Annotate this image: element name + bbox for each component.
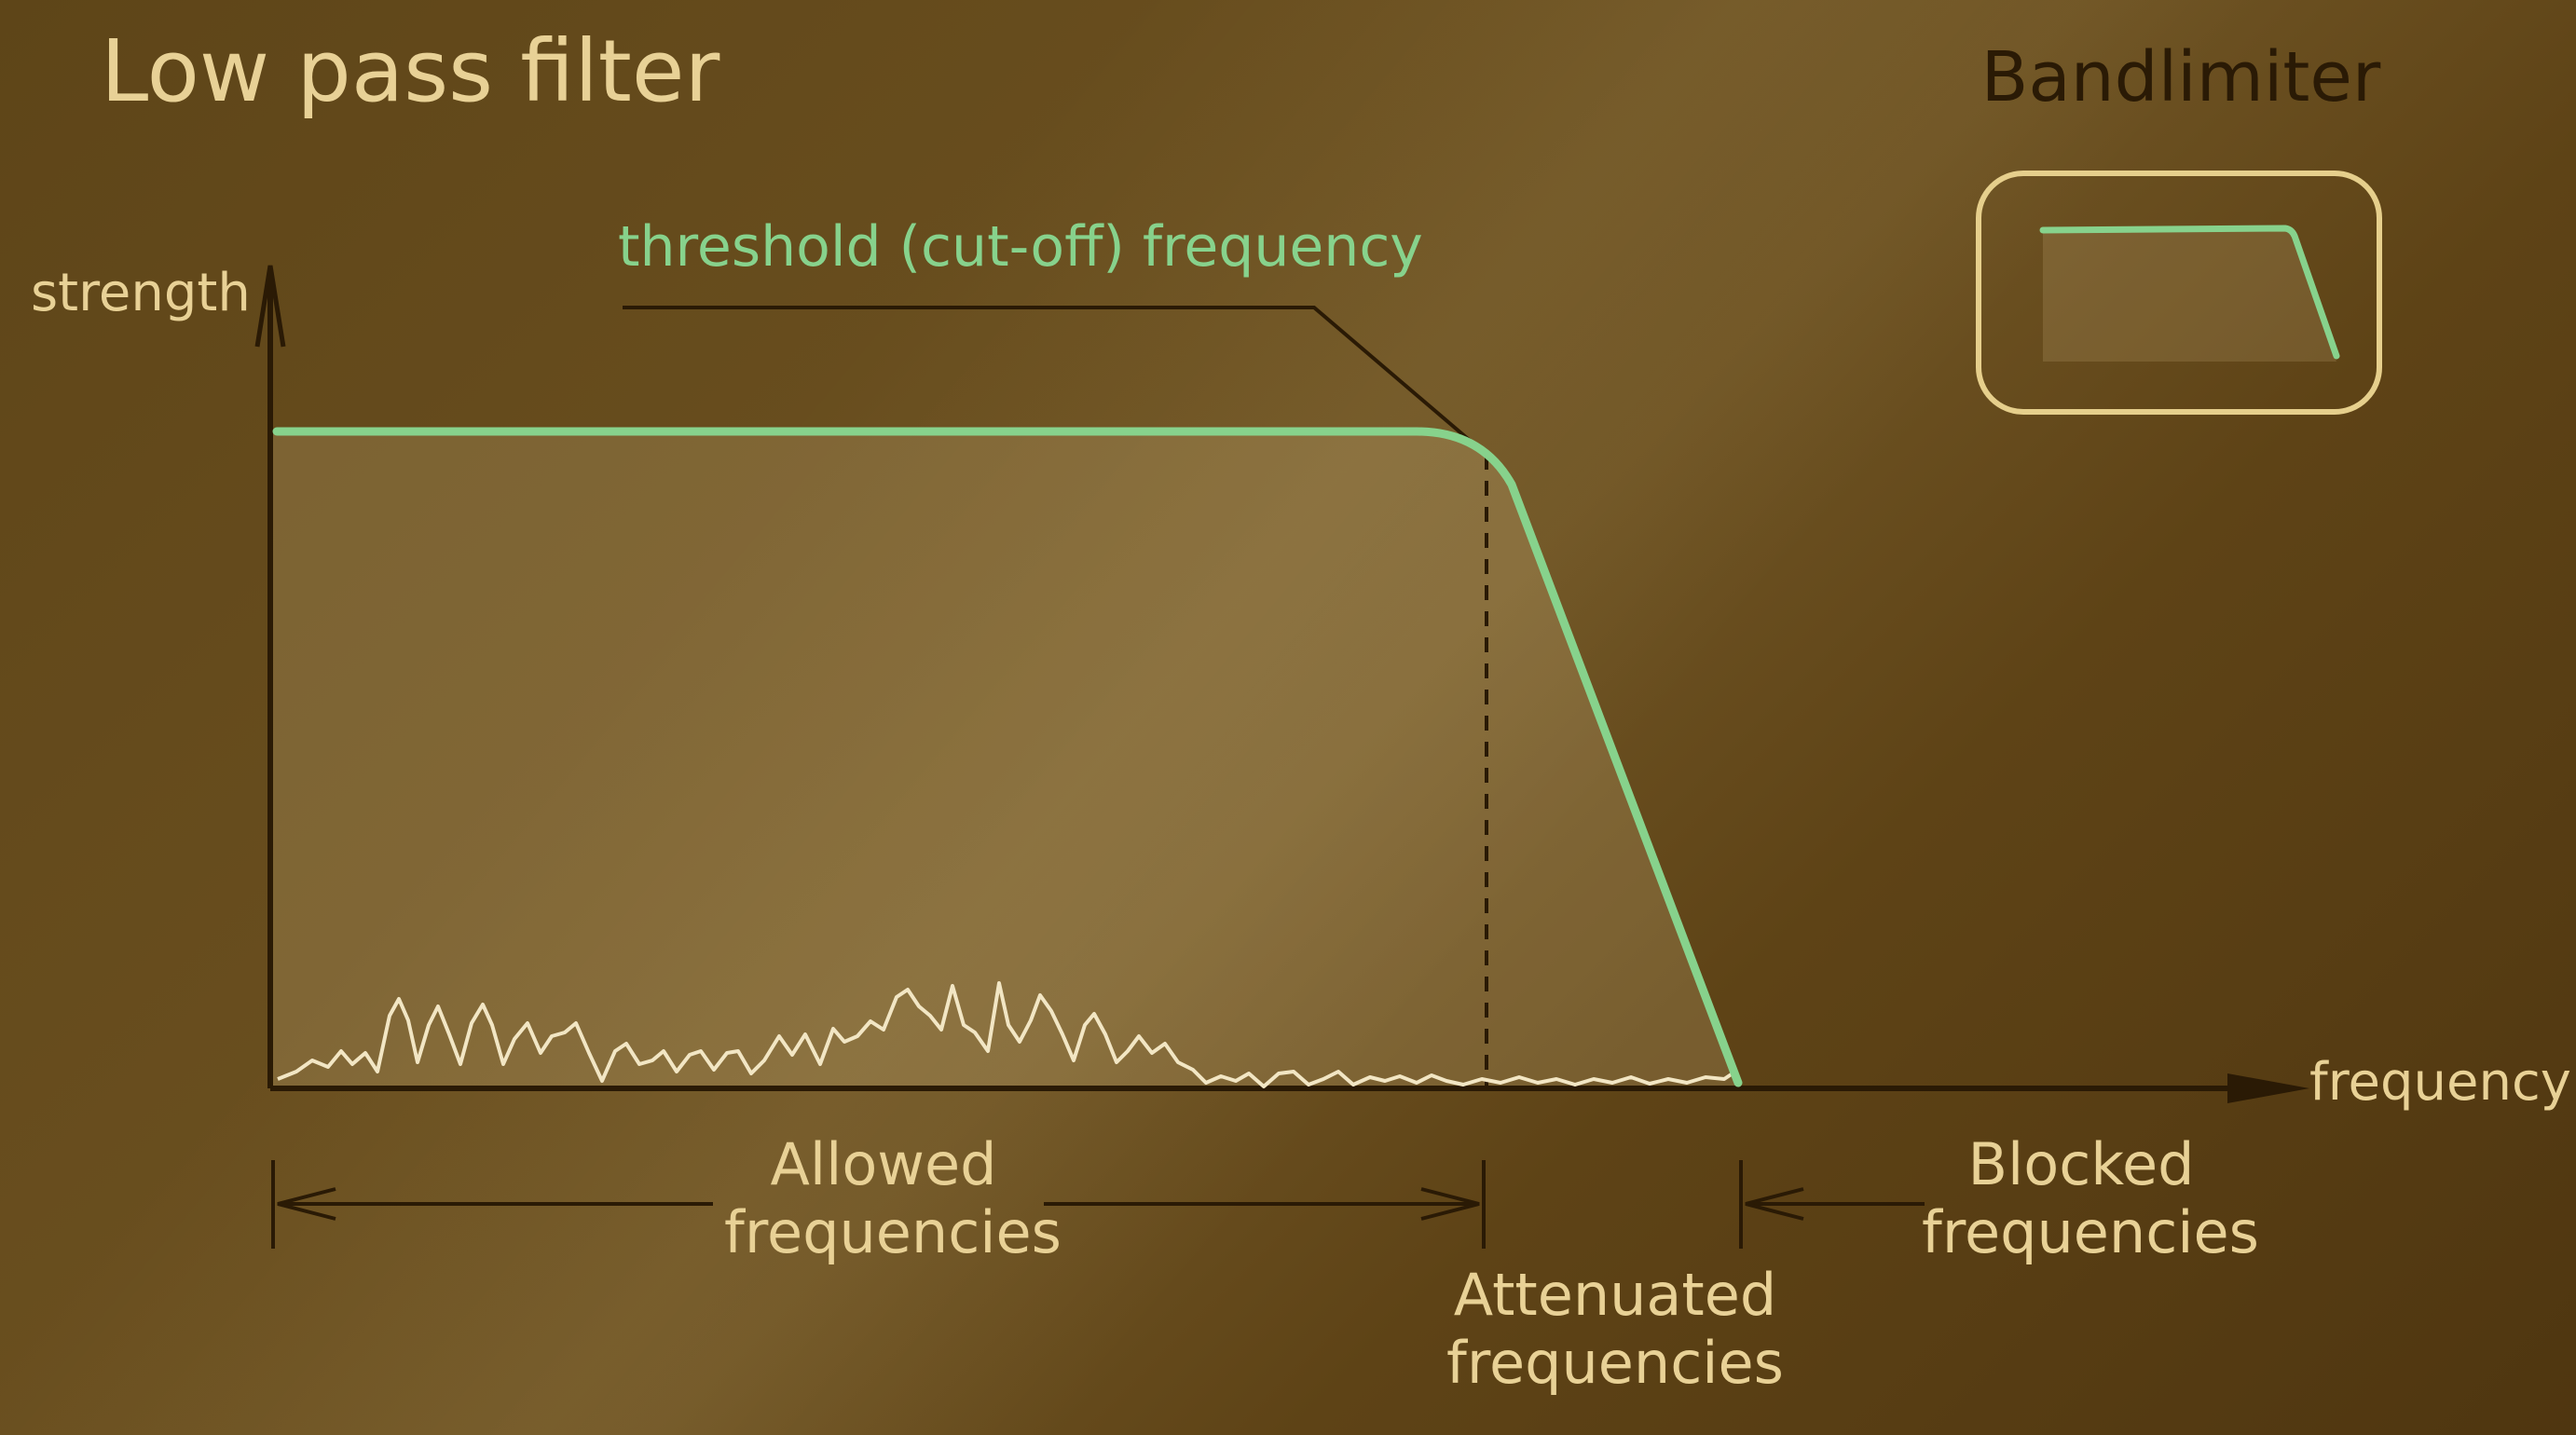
allowed-label-line1: Allowed [770,1130,996,1198]
attenuated-label-line2: frequencies [1446,1329,1784,1397]
inset-filter-curve [2039,225,2340,360]
page-title: Low pass filter [101,21,719,121]
x-axis-label: frequency [2309,1052,2571,1113]
y-axis-label: strength [31,263,251,323]
inset-frame [1976,171,2382,415]
attenuated-label-line1: Attenuated [1454,1261,1776,1329]
allowed-arrowhead-right [1420,1187,1480,1221]
x-axis-arrow [2227,1073,2309,1103]
blocked-label-line2: frequencies [1922,1198,2259,1266]
blocked-label-line1: Blocked [1968,1130,2195,1198]
y-axis-arrow [254,265,286,348]
filter-response-curve [272,427,1743,1087]
blocked-arrowhead [1745,1187,1804,1221]
inset-title: Bandlimiter [1981,37,2381,117]
allowed-label-line2: frequencies [724,1198,1062,1266]
passband-fill [270,431,1738,1088]
allowed-arrowhead-left [277,1187,336,1221]
signal-spectrum [277,981,1737,1088]
threshold-label: threshold (cut-off) frequency [618,214,1423,280]
threshold-leader-line [623,306,1488,457]
inset-fill [2043,228,2336,362]
